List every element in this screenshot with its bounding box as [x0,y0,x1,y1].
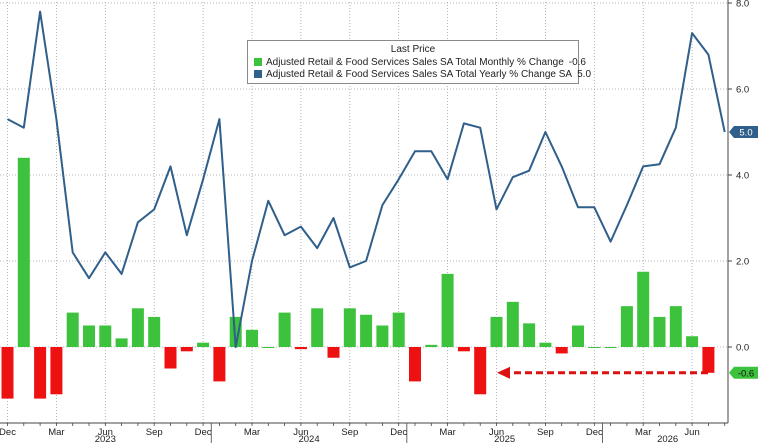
x-tick-label-10: Jun [489,427,504,438]
x-tick-label-9: Mar [439,427,455,438]
bar-22 [360,314,373,347]
legend-value-monthly: -0.6 [568,56,586,68]
bar-35 [572,325,584,347]
bar-24 [392,312,405,347]
y-tick-label-0: 8.0 [736,0,749,10]
bar-3 [50,347,63,395]
year-label-1: 2024 [298,434,319,443]
bar-32 [523,323,536,347]
x-tick-label-7: Sep [341,427,358,438]
bar-31 [506,301,519,347]
x-tick-label-14: Jun [684,427,699,438]
bar-8 [131,308,144,347]
bar-series [1,157,715,399]
bar-19 [311,308,324,347]
line-series [7,10,726,348]
bar-13 [213,347,226,382]
bar-38 [620,306,633,347]
x-tick-label-3: Sep [146,427,163,438]
bar-23 [376,325,389,347]
bar-4 [66,312,79,347]
yearly-line [7,10,726,348]
x-tick-label-12: Dec [586,427,603,438]
y-tick-label-4: 0.0 [736,343,749,354]
bar-0 [1,347,14,399]
bar-17 [278,312,291,347]
bar-20 [327,347,340,358]
bar-42 [686,336,699,347]
bar-34 [555,347,568,354]
x-tick-label-13: Mar [635,427,651,438]
x-tick-label-11: Sep [537,427,554,438]
year-label-3: 2026 [657,434,678,443]
bar-40 [653,316,666,347]
legend-title: Last Price [390,44,436,55]
last-value-bar-text: -0.6 [738,368,754,379]
legend-label-yearly: Adjusted Retail & Food Services Sales SA… [266,68,573,80]
last-value-bar-bg [729,366,758,379]
x-tick-label-8: Dec [390,427,407,438]
legend-label-monthly: Adjusted Retail & Food Services Sales SA… [266,56,564,68]
bar-37 [604,347,617,348]
bar-41 [669,306,682,347]
last-value-line-text: 5.0 [739,128,752,139]
bar-36 [588,347,601,348]
bar-15 [246,329,258,347]
bar-18 [294,347,307,350]
bar-2 [34,347,47,399]
bar-6 [99,325,112,347]
x-tick-label-5: Mar [244,427,260,438]
bar-10 [164,347,177,369]
bar-25 [409,347,421,382]
legend: Last Price Adjusted Retail & Food Servic… [247,40,591,84]
bar-5 [83,325,95,347]
legend-value-yearly: 5.0 [577,68,592,80]
legend-swatch-yearly [254,70,262,78]
bar-33 [539,342,552,347]
y-tick-label-1: 6.0 [736,85,749,96]
x-tick-label-1: Mar [48,427,64,438]
bar-14 [229,316,242,347]
year-label-0: 2023 [95,434,116,443]
bar-16 [262,347,275,348]
bar-30 [490,316,503,347]
legend-entry-yearly: Adjusted Retail & Food Services Sales SA… [254,68,591,80]
y-tick-label-3: 2.0 [736,257,749,268]
bar-1 [17,157,30,347]
bar-28 [457,347,470,352]
x-tick-label-4: Dec [195,427,212,438]
bar-39 [637,271,650,347]
bar-29 [474,347,487,395]
last-value-labels: 5.0 -0.6 [729,126,758,379]
legend-swatch-monthly [254,58,262,66]
bar-9 [148,316,161,347]
bar-12 [197,342,210,347]
annotation-arrow [497,366,708,379]
legend-entry-monthly: Adjusted Retail & Food Services Sales SA… [254,56,586,68]
bar-7 [115,338,128,347]
bar-11 [180,347,193,352]
year-label-2: 2025 [494,434,515,443]
x-tick-label-0: Dec [0,427,16,438]
bar-27 [441,273,454,347]
y-tick-label-2: 4.0 [736,171,749,182]
x-tick-label-2: Jun [98,427,113,438]
bar-26 [425,344,438,347]
x-tick-label-6: Jun [293,427,308,438]
last-value-line-bg [729,126,758,138]
bar-43 [702,347,715,373]
annotation-arrowhead [497,366,510,379]
bar-21 [343,308,356,347]
